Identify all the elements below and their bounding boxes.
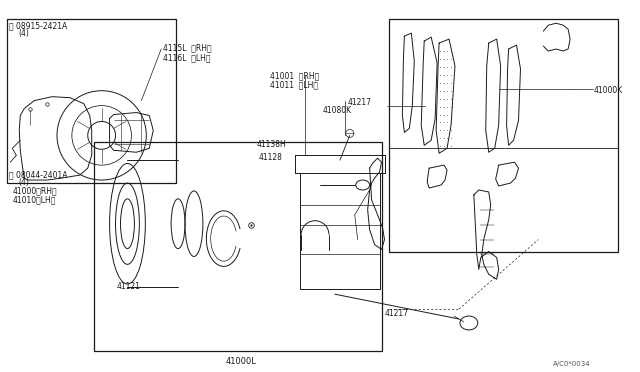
Text: (4): (4) [19, 178, 29, 187]
Bar [390, 19, 618, 253]
Text: 4115L  〈RH〉: 4115L 〈RH〉 [163, 43, 212, 52]
Text: 41217: 41217 [385, 309, 408, 318]
Text: 41010〈LH〉: 41010〈LH〉 [12, 195, 56, 204]
Text: (4): (4) [19, 29, 29, 38]
Text: 41000K: 41000K [594, 86, 623, 95]
Text: A/C0*0034: A/C0*0034 [553, 361, 591, 367]
Text: 41001  〈RH〉: 41001 〈RH〉 [270, 71, 319, 80]
Text: 41138H: 41138H [257, 140, 286, 149]
Text: 41000〈RH〉: 41000〈RH〉 [12, 186, 57, 195]
Bar [7, 19, 176, 183]
Bar [93, 142, 381, 351]
Text: Ⓥ 08915-2421A: Ⓥ 08915-2421A [10, 21, 68, 30]
Text: 4116L  〈LH〉: 4116L 〈LH〉 [163, 53, 211, 62]
Text: 41217: 41217 [348, 98, 372, 107]
Text: 41080K: 41080K [323, 106, 352, 115]
Text: 41128: 41128 [259, 153, 282, 162]
Text: 41011  〈LH〉: 41011 〈LH〉 [270, 81, 318, 90]
Text: 41121: 41121 [116, 282, 140, 291]
Text: 41000L: 41000L [225, 357, 256, 366]
Text: Ⓑ 08044-2401A: Ⓑ 08044-2401A [10, 170, 68, 179]
